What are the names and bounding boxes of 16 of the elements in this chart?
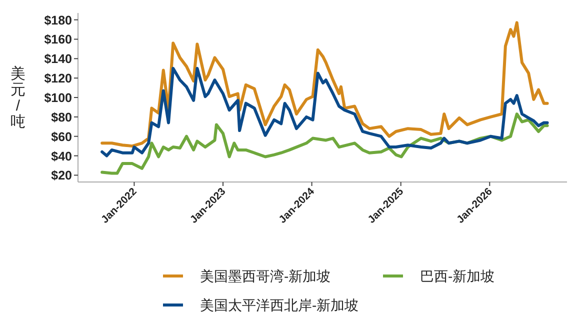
y-tick-label: $20 <box>51 168 72 183</box>
y-tick-label: $120 <box>44 72 72 86</box>
y-tick-label: $140 <box>44 52 72 66</box>
y-tick-label: $160 <box>44 32 72 47</box>
legend-label: 巴西-新加坡 <box>420 268 495 284</box>
y-tick-label: $40 <box>51 149 72 164</box>
line-series <box>100 66 549 158</box>
y-axis-title: 美元/吨 <box>10 66 26 130</box>
y-tick-label: $60 <box>51 130 72 144</box>
y-tick-label: $100 <box>44 91 72 105</box>
line-series <box>100 21 549 148</box>
y-tick-label: $80 <box>51 110 72 124</box>
legend-label: 美国墨西哥湾-新加坡 <box>200 268 331 284</box>
line-series <box>100 112 549 175</box>
y-tick-label: $180 <box>44 13 72 28</box>
legend-label: 美国太平洋西北岸-新加坡 <box>200 297 359 313</box>
